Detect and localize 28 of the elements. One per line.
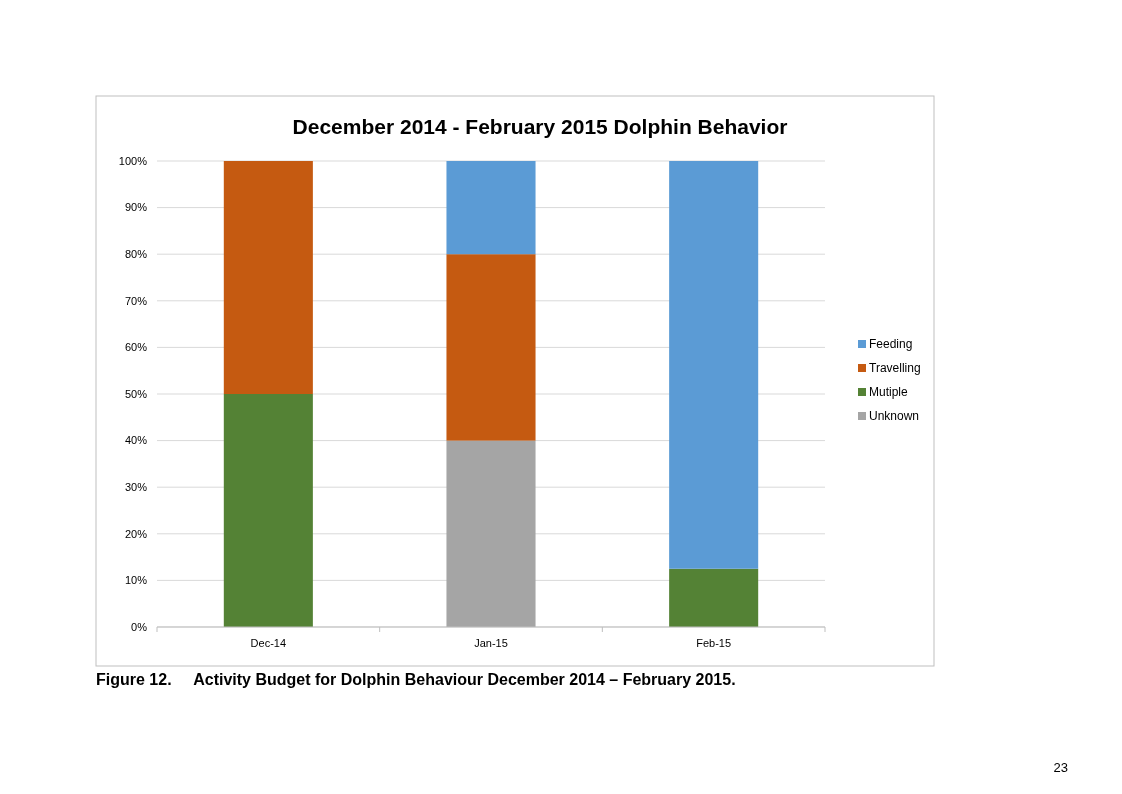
y-tick-label: 0% — [131, 620, 148, 633]
y-tick-label: 80% — [124, 248, 148, 261]
x-tick-label: Dec-14 — [250, 637, 287, 649]
bar — [446, 254, 536, 441]
legend-label: Unknown — [869, 409, 920, 424]
x-tick-label: Feb-15 — [696, 637, 732, 649]
y-tick-label: 60% — [124, 341, 148, 354]
legend-label: Travelling — [869, 361, 921, 376]
chart-title: December 2014 - February 2015 Dolphin Behavior — [292, 115, 788, 138]
y-tick-label: 90% — [124, 201, 148, 214]
y-tick-label: 10% — [124, 574, 148, 587]
legend-label: Mutiple — [869, 385, 909, 400]
y-tick-label: 100% — [118, 154, 148, 167]
legend-label: Feeding — [869, 337, 913, 352]
text: 23 — [1053, 760, 1068, 775]
bar — [223, 161, 313, 394]
bar — [446, 440, 536, 627]
bar — [669, 161, 759, 569]
y-tick-label: 70% — [124, 294, 148, 307]
y-tick-label: 50% — [124, 387, 148, 400]
y-tick-label: 30% — [124, 481, 148, 494]
bar — [223, 394, 313, 627]
caption: Figure 12. Activity Budget for Dolphin Behaviour December 2014 – February 2015. — [96, 671, 736, 688]
bar — [446, 161, 536, 255]
y-tick-label: 40% — [124, 434, 148, 447]
bar — [669, 568, 759, 627]
x-tick-label: Jan-15 — [474, 637, 508, 649]
y-tick-label: 20% — [124, 527, 148, 540]
